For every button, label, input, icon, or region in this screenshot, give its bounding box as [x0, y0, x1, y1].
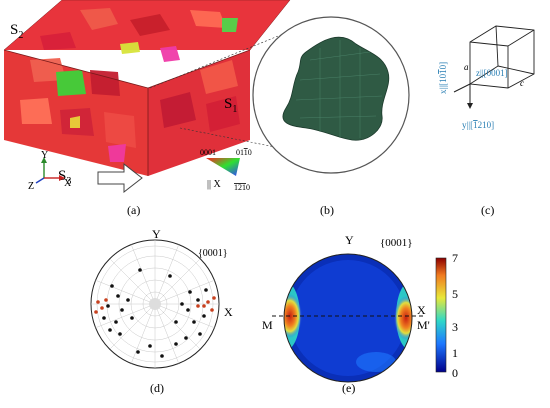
pole-dot-highlight	[96, 300, 100, 304]
hotspot-right	[394, 296, 412, 340]
x-axis-label: x||[1010]	[438, 62, 448, 94]
grain-green-2	[222, 18, 238, 32]
pole-dot-highlight	[196, 304, 200, 308]
panel-a-label: (a)	[127, 203, 140, 217]
panel-a-cube	[3, 0, 291, 176]
pole-dot-highlight	[212, 296, 216, 300]
triad-x-label: X	[64, 178, 72, 189]
pole-dot-highlight	[202, 304, 206, 308]
surface-s3-label: S3	[58, 168, 71, 187]
triad-z-arrow	[35, 177, 45, 184]
grain-yellow-2	[120, 42, 140, 54]
pole-dot	[126, 298, 130, 302]
ipf-legend-direction: || X	[207, 179, 222, 190]
pole-dot	[136, 350, 140, 354]
pole-dot	[148, 344, 152, 348]
z-axis-label: z||[0001]	[476, 68, 508, 78]
ipf-legend-0001: 0001	[200, 148, 216, 157]
grain-magenta-2	[108, 144, 126, 162]
ipf-legend-12-10: 1210	[234, 183, 250, 192]
pole-dot-highlight	[100, 306, 104, 310]
pole-dot	[192, 320, 196, 324]
pole-e-plane: {0001}	[380, 237, 413, 249]
pole-d-x-label: X	[224, 305, 233, 319]
colorbar-tick-7: 7	[452, 251, 458, 265]
pole-dots	[94, 268, 216, 358]
pole-figure-e	[272, 253, 424, 383]
grain-green-1	[56, 70, 86, 96]
pole-dot-highlight	[104, 298, 108, 302]
grain-magenta-1	[160, 46, 180, 62]
pole-dot	[160, 354, 164, 358]
zoom-line-top	[149, 27, 299, 89]
ipf-legend-triangle	[206, 158, 240, 176]
ipf-legend-01-10: 0110	[236, 148, 252, 157]
pole-figure-d-center	[149, 298, 161, 310]
pole-dot	[188, 290, 192, 294]
pole-dot	[184, 336, 188, 340]
ipf-legend: 0001 0110 1210 || X	[200, 148, 252, 192]
pole-dot-highlight	[206, 300, 210, 304]
pole-d-plane: {0001}	[198, 248, 228, 259]
grain-mesh	[295, 40, 383, 138]
colorbar-tick-3: 3	[452, 320, 458, 334]
pole-dot-highlight	[94, 310, 98, 314]
hex-unit-cell	[469, 25, 535, 89]
pole-dot	[198, 332, 202, 336]
vertex-c: c	[520, 78, 524, 88]
grain-yellow-1	[70, 116, 80, 128]
colorbar-ticks: 7 5 3 1 0	[452, 251, 458, 380]
pole-dot	[108, 328, 112, 332]
pole-dot-highlight	[210, 308, 214, 312]
direction-arrow	[97, 162, 143, 194]
colorbar-tick-0: 0	[452, 366, 458, 380]
panel-b-label: (b)	[320, 203, 334, 217]
surface-s1-label: S1	[224, 96, 237, 115]
pole-dot	[180, 302, 184, 306]
colorbar-tick-1: 1	[452, 346, 458, 360]
colorbar-tick-5: 5	[452, 287, 458, 301]
pole-dot	[202, 314, 206, 318]
pole-dot	[186, 308, 190, 312]
pole-e-y-label: Y	[345, 233, 354, 247]
pole-dot	[106, 304, 110, 308]
pole-e-x-label: X	[417, 303, 426, 317]
surface-s2-label: S2	[10, 22, 23, 41]
panel-d-label: (d)	[150, 381, 164, 395]
pole-d-y-label: Y	[152, 227, 161, 241]
pole-dot	[130, 316, 134, 320]
pole-figure-d	[90, 239, 220, 369]
pole-dot	[102, 316, 106, 320]
pole-dot	[174, 320, 178, 324]
pole-dot	[174, 342, 178, 346]
pole-dot	[116, 294, 120, 298]
pole-dot	[204, 288, 208, 292]
panel-c-label: (c)	[481, 203, 494, 217]
triad-z-label: Z	[28, 181, 34, 192]
panel-e-label: (e)	[342, 381, 355, 395]
vertex-a: a	[464, 62, 469, 72]
axis-triad: Y Z X	[28, 150, 72, 192]
pole-dot	[196, 298, 200, 302]
pole-dot	[110, 284, 114, 288]
pole-dot	[168, 274, 172, 278]
colorbar	[435, 257, 447, 373]
pole-dot	[118, 332, 122, 336]
marker-m-prime: M'	[417, 318, 430, 332]
y-axis-label: y||[1210]	[462, 120, 494, 130]
pole-dot	[120, 308, 124, 312]
pole-dot	[138, 268, 142, 272]
pole-dot	[114, 320, 118, 324]
grain-3d-shape	[282, 36, 390, 141]
marker-m: M	[262, 318, 273, 332]
triad-y-label: Y	[41, 150, 48, 161]
hex-x-arrow	[453, 83, 471, 93]
